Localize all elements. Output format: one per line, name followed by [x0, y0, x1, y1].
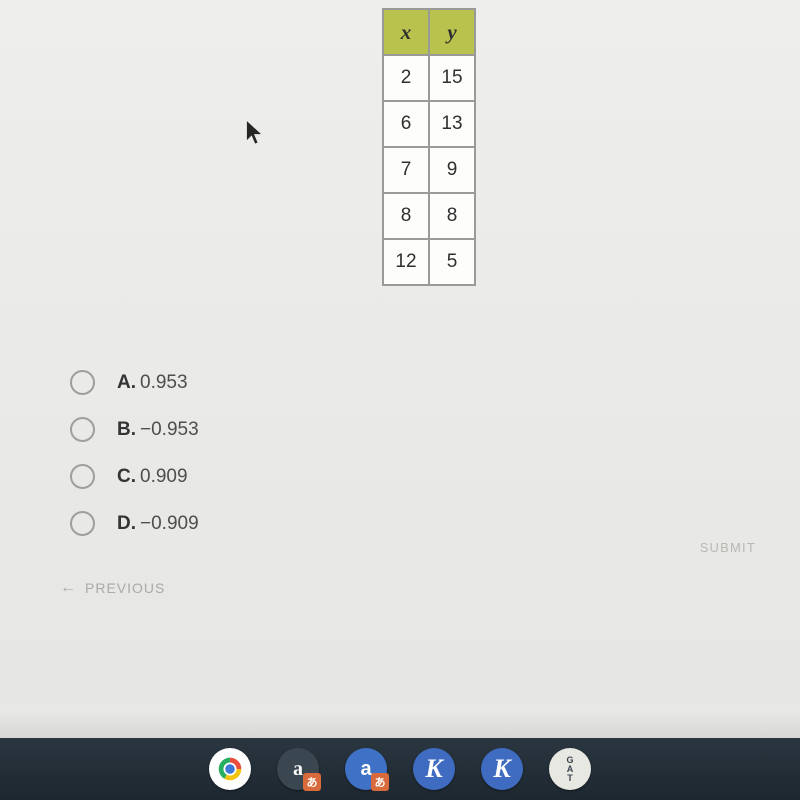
- option-a[interactable]: A. 0.953: [70, 370, 199, 395]
- k-app-icon[interactable]: K: [481, 748, 523, 790]
- radio-icon[interactable]: [70, 417, 95, 442]
- table-row: 6 13: [383, 101, 475, 147]
- option-c[interactable]: C. 0.909: [70, 464, 199, 489]
- ime-b-icon[interactable]: a あ: [345, 748, 387, 790]
- chrome-icon[interactable]: [209, 748, 251, 790]
- taskbar: a あ a あ K K G A T: [0, 738, 800, 800]
- option-text: 0.909: [140, 466, 188, 488]
- table-row: 2 15: [383, 55, 475, 101]
- option-d[interactable]: D. −0.909: [70, 511, 199, 536]
- previous-button[interactable]: ← PREVIOUS: [60, 579, 165, 597]
- option-text: 0.953: [140, 372, 188, 394]
- taskbar-shadow: [0, 710, 800, 738]
- option-letter: A.: [117, 372, 136, 394]
- col-header-x: x: [383, 9, 429, 55]
- answer-options: A. 0.953 B. −0.953 C. 0.909 D. −0.909: [70, 370, 199, 558]
- xy-data-table: x y 2 15 6 13 7 9 8 8 12 5: [382, 8, 476, 286]
- radio-icon[interactable]: [70, 511, 95, 536]
- option-letter: D.: [117, 513, 136, 535]
- option-text: −0.953: [140, 419, 199, 441]
- ime-a-icon[interactable]: a あ: [277, 748, 319, 790]
- option-b[interactable]: B. −0.953: [70, 417, 199, 442]
- option-letter: B.: [117, 419, 136, 441]
- table-row: 7 9: [383, 147, 475, 193]
- ime-sub-icon: あ: [303, 773, 321, 791]
- option-text: −0.909: [140, 513, 199, 535]
- ime-sub-icon: あ: [371, 773, 389, 791]
- submit-button[interactable]: SUBMIT: [700, 540, 756, 555]
- radio-icon[interactable]: [70, 464, 95, 489]
- previous-label: PREVIOUS: [85, 580, 165, 596]
- k-app-icon[interactable]: K: [413, 748, 455, 790]
- mouse-cursor-icon: [245, 120, 263, 146]
- table-row: 8 8: [383, 193, 475, 239]
- radio-icon[interactable]: [70, 370, 95, 395]
- arrow-left-icon: ←: [60, 579, 77, 597]
- col-header-y: y: [429, 9, 475, 55]
- question-panel: x y 2 15 6 13 7 9 8 8 12 5: [0, 0, 800, 705]
- table-row: 12 5: [383, 239, 475, 285]
- gat-icon[interactable]: G A T: [549, 748, 591, 790]
- option-letter: C.: [117, 466, 136, 488]
